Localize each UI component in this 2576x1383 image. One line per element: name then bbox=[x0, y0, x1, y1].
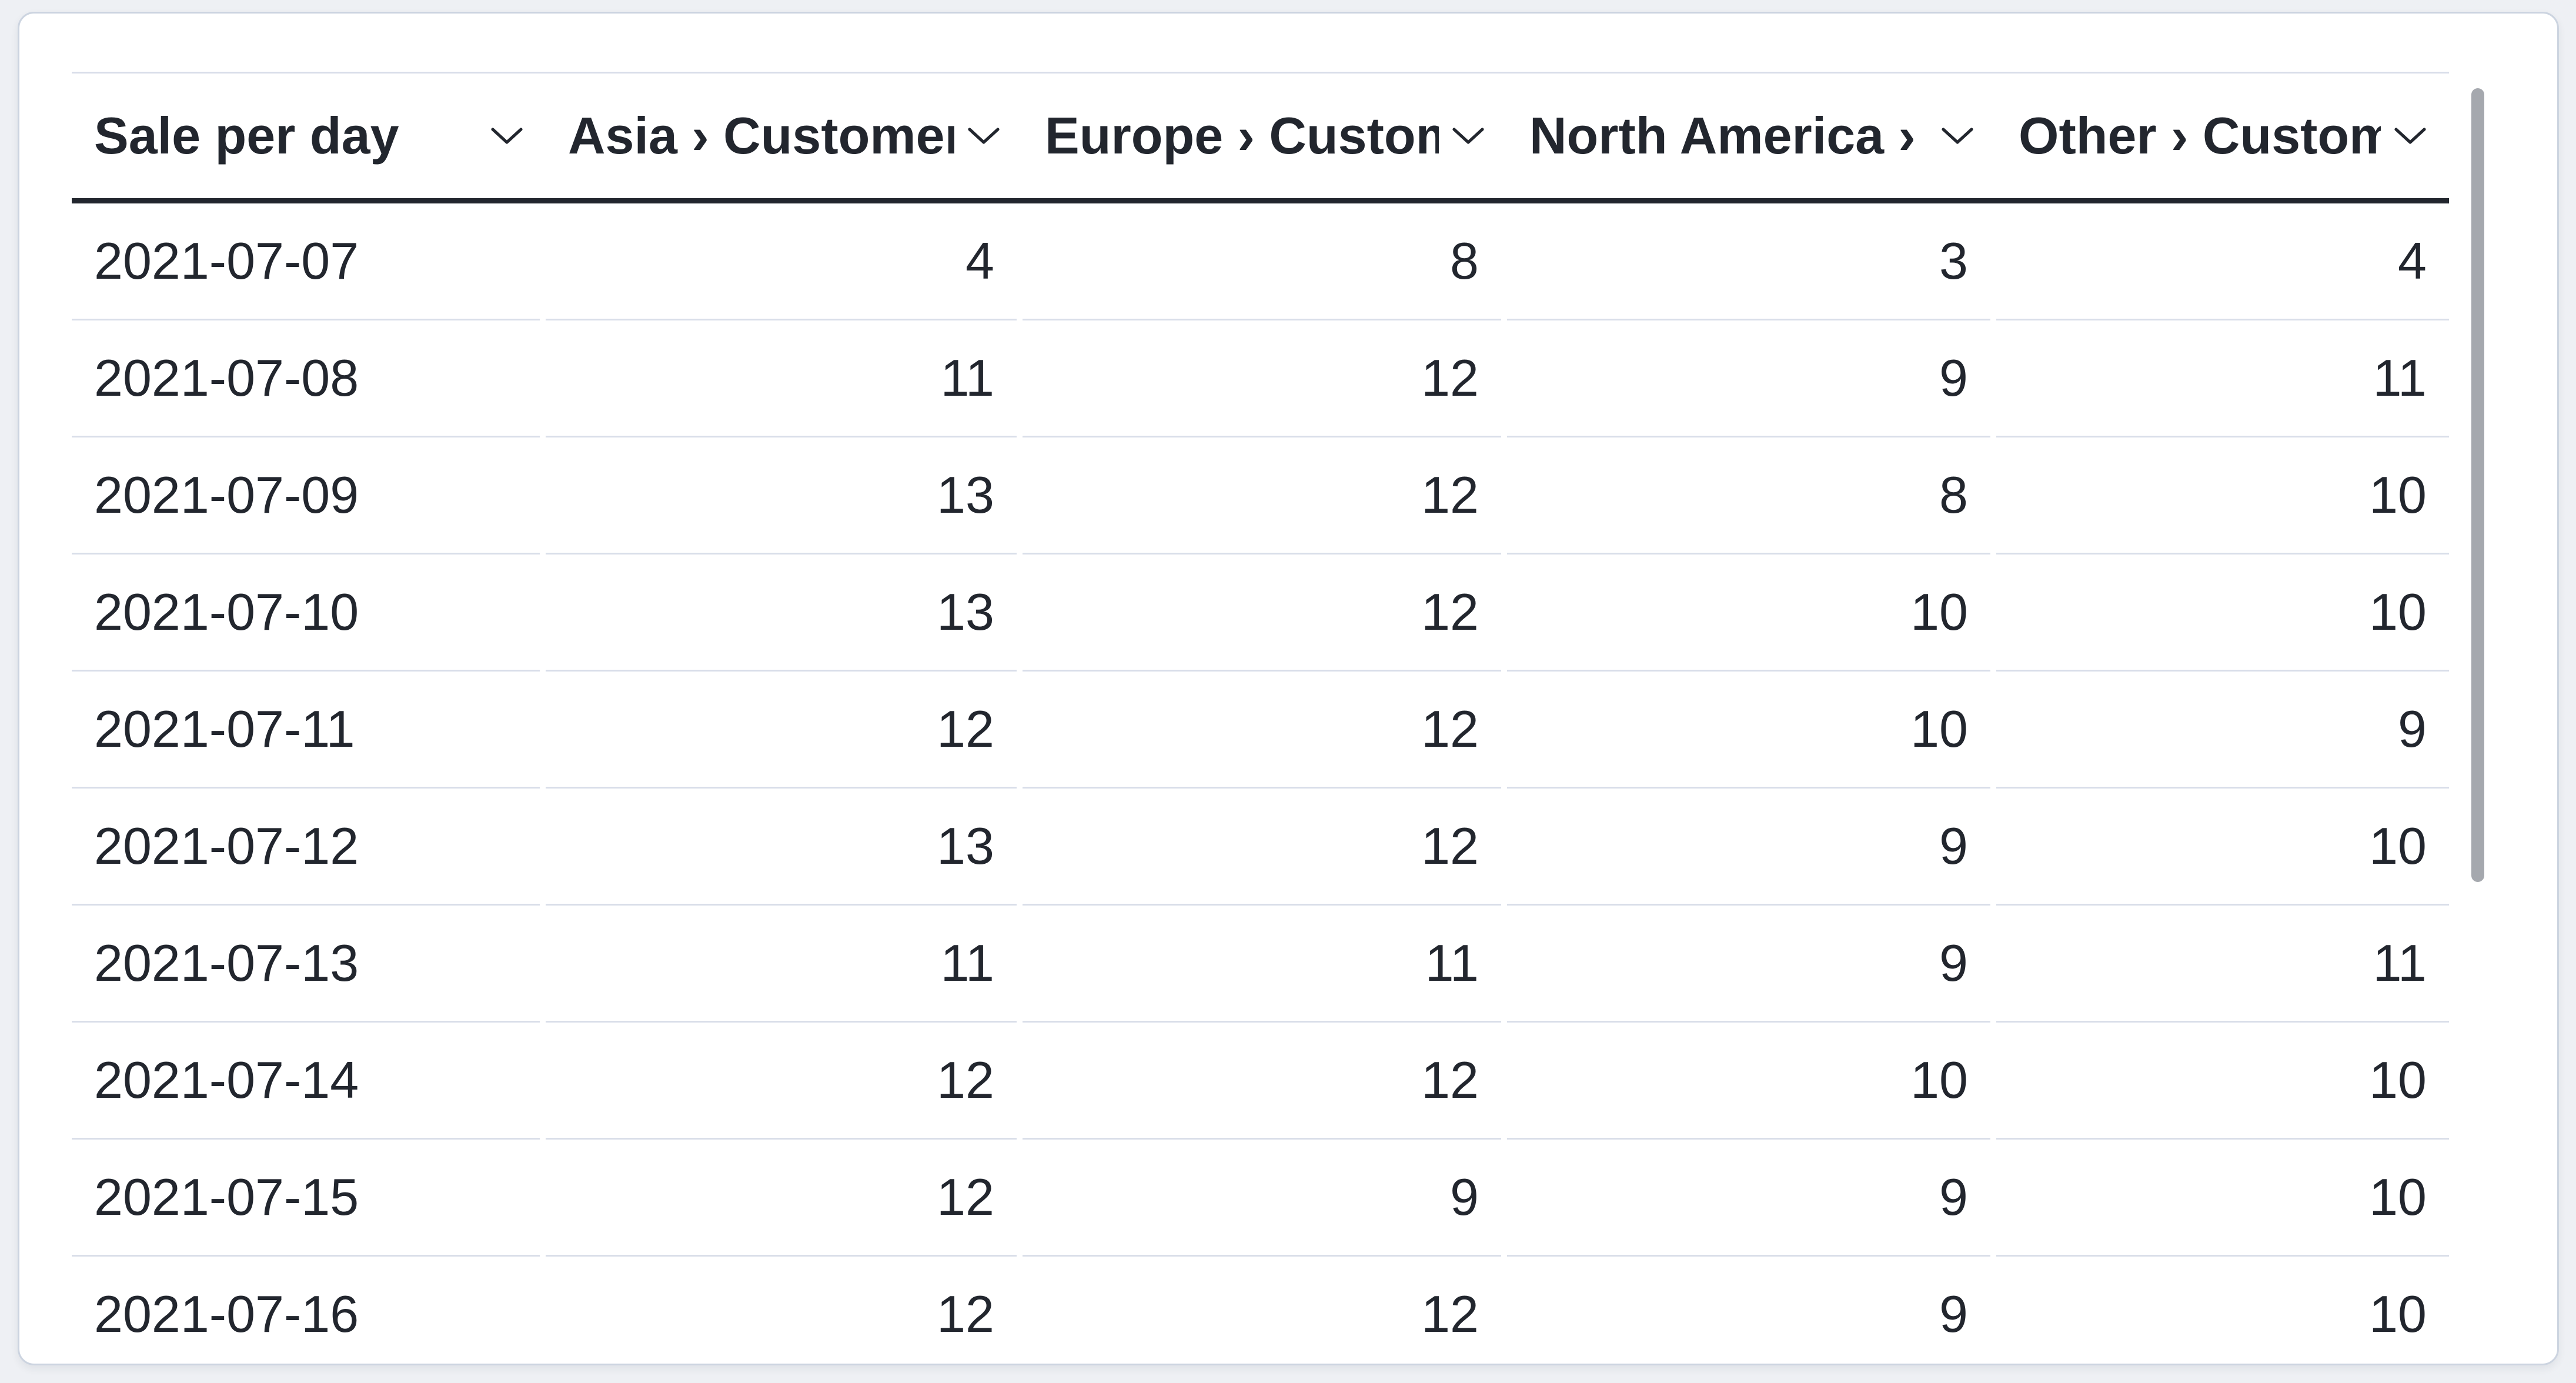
value-cell-other[interactable]: 10 bbox=[1996, 1023, 2449, 1140]
date-cell[interactable]: 2021-07-09 bbox=[72, 437, 540, 554]
column-header-label: Europe › Customers bbox=[1045, 106, 1439, 165]
column-header-label: Other › Customers bbox=[2019, 106, 2381, 165]
chevron-down-icon[interactable] bbox=[1452, 126, 1485, 146]
value-cell-north-america[interactable]: 9 bbox=[1507, 789, 1990, 906]
value-cell-asia[interactable]: 13 bbox=[546, 554, 1017, 672]
value-cell-north-america[interactable]: 9 bbox=[1507, 906, 1990, 1023]
date-cell[interactable]: 2021-07-07 bbox=[72, 203, 540, 320]
value-cell-europe[interactable]: 12 bbox=[1023, 1023, 1501, 1140]
value-cell-europe[interactable]: 11 bbox=[1023, 906, 1501, 1023]
value-cell-asia[interactable]: 12 bbox=[546, 672, 1017, 789]
value-cell-asia[interactable]: 13 bbox=[546, 437, 1017, 554]
value-cell-europe[interactable]: 12 bbox=[1023, 554, 1501, 672]
date-cell[interactable]: 2021-07-16 bbox=[72, 1257, 540, 1364]
date-cell[interactable]: 2021-07-10 bbox=[72, 554, 540, 672]
table-row: 2021-07-08 11 12 9 11 bbox=[72, 320, 2449, 437]
date-cell[interactable]: 2021-07-14 bbox=[72, 1023, 540, 1140]
vertical-scrollbar-thumb[interactable] bbox=[2471, 88, 2484, 882]
column-header-europe-customers[interactable]: Europe › Customers bbox=[1023, 74, 1507, 198]
date-cell[interactable]: 2021-07-12 bbox=[72, 789, 540, 906]
column-header-sale-per-day[interactable]: Sale per day bbox=[72, 74, 546, 198]
table-body: 2021-07-07 4 8 3 4 2021-07-08 11 12 9 11… bbox=[72, 203, 2449, 1364]
value-cell-asia[interactable]: 12 bbox=[546, 1140, 1017, 1257]
value-cell-north-america[interactable]: 8 bbox=[1507, 437, 1990, 554]
chevron-down-icon[interactable] bbox=[2394, 126, 2427, 146]
value-cell-other[interactable]: 10 bbox=[1996, 554, 2449, 672]
date-cell[interactable]: 2021-07-08 bbox=[72, 320, 540, 437]
value-cell-europe[interactable]: 12 bbox=[1023, 320, 1501, 437]
date-cell[interactable]: 2021-07-15 bbox=[72, 1140, 540, 1257]
chevron-down-icon[interactable] bbox=[967, 126, 1000, 146]
table-row: 2021-07-07 4 8 3 4 bbox=[72, 203, 2449, 320]
date-cell[interactable]: 2021-07-13 bbox=[72, 906, 540, 1023]
table-row: 2021-07-14 12 12 10 10 bbox=[72, 1023, 2449, 1140]
value-cell-north-america[interactable]: 10 bbox=[1507, 554, 1990, 672]
value-cell-europe[interactable]: 12 bbox=[1023, 789, 1501, 906]
value-cell-asia[interactable]: 12 bbox=[546, 1023, 1017, 1140]
value-cell-europe[interactable]: 12 bbox=[1023, 437, 1501, 554]
table-row: 2021-07-09 13 12 8 10 bbox=[72, 437, 2449, 554]
value-cell-other[interactable]: 11 bbox=[1996, 906, 2449, 1023]
value-cell-other[interactable]: 10 bbox=[1996, 437, 2449, 554]
chevron-down-icon[interactable] bbox=[1941, 126, 1974, 146]
table-row: 2021-07-13 11 11 9 11 bbox=[72, 906, 2449, 1023]
column-header-label: North America › Customers bbox=[1529, 106, 1928, 165]
chevron-down-icon[interactable] bbox=[490, 126, 523, 146]
value-cell-europe[interactable]: 8 bbox=[1023, 203, 1501, 320]
value-cell-europe[interactable]: 12 bbox=[1023, 672, 1501, 789]
value-cell-other[interactable]: 10 bbox=[1996, 789, 2449, 906]
value-cell-europe[interactable]: 9 bbox=[1023, 1140, 1501, 1257]
value-cell-asia[interactable]: 13 bbox=[546, 789, 1017, 906]
column-header-label: Asia › Customers bbox=[568, 106, 954, 165]
value-cell-europe[interactable]: 12 bbox=[1023, 1257, 1501, 1364]
value-cell-other[interactable]: 10 bbox=[1996, 1140, 2449, 1257]
table-row: 2021-07-10 13 12 10 10 bbox=[72, 554, 2449, 672]
column-header-other-customers[interactable]: Other › Customers bbox=[1996, 74, 2449, 198]
value-cell-other[interactable]: 11 bbox=[1996, 320, 2449, 437]
column-header-label: Sale per day bbox=[94, 106, 399, 165]
table-row: 2021-07-15 12 9 9 10 bbox=[72, 1140, 2449, 1257]
value-cell-north-america[interactable]: 10 bbox=[1507, 1023, 1990, 1140]
value-cell-asia[interactable]: 11 bbox=[546, 320, 1017, 437]
sales-table: Sale per day Asia › Customers Europe › C… bbox=[72, 72, 2449, 1364]
value-cell-north-america[interactable]: 3 bbox=[1507, 203, 1990, 320]
value-cell-north-america[interactable]: 9 bbox=[1507, 1257, 1990, 1364]
table-row: 2021-07-12 13 12 9 10 bbox=[72, 789, 2449, 906]
value-cell-north-america[interactable]: 9 bbox=[1507, 1140, 1990, 1257]
value-cell-asia[interactable]: 4 bbox=[546, 203, 1017, 320]
value-cell-north-america[interactable]: 9 bbox=[1507, 320, 1990, 437]
value-cell-other[interactable]: 9 bbox=[1996, 672, 2449, 789]
column-header-north-america-customers[interactable]: North America › Customers bbox=[1507, 74, 1996, 198]
date-cell[interactable]: 2021-07-11 bbox=[72, 672, 540, 789]
table-card: Sale per day Asia › Customers Europe › C… bbox=[18, 12, 2559, 1365]
value-cell-asia[interactable]: 12 bbox=[546, 1257, 1017, 1364]
table-header-row: Sale per day Asia › Customers Europe › C… bbox=[72, 72, 2449, 203]
value-cell-other[interactable]: 4 bbox=[1996, 203, 2449, 320]
value-cell-asia[interactable]: 11 bbox=[546, 906, 1017, 1023]
value-cell-other[interactable]: 10 bbox=[1996, 1257, 2449, 1364]
table-row: 2021-07-11 12 12 10 9 bbox=[72, 672, 2449, 789]
table-row: 2021-07-16 12 12 9 10 bbox=[72, 1257, 2449, 1364]
value-cell-north-america[interactable]: 10 bbox=[1507, 672, 1990, 789]
column-header-asia-customers[interactable]: Asia › Customers bbox=[546, 74, 1023, 198]
